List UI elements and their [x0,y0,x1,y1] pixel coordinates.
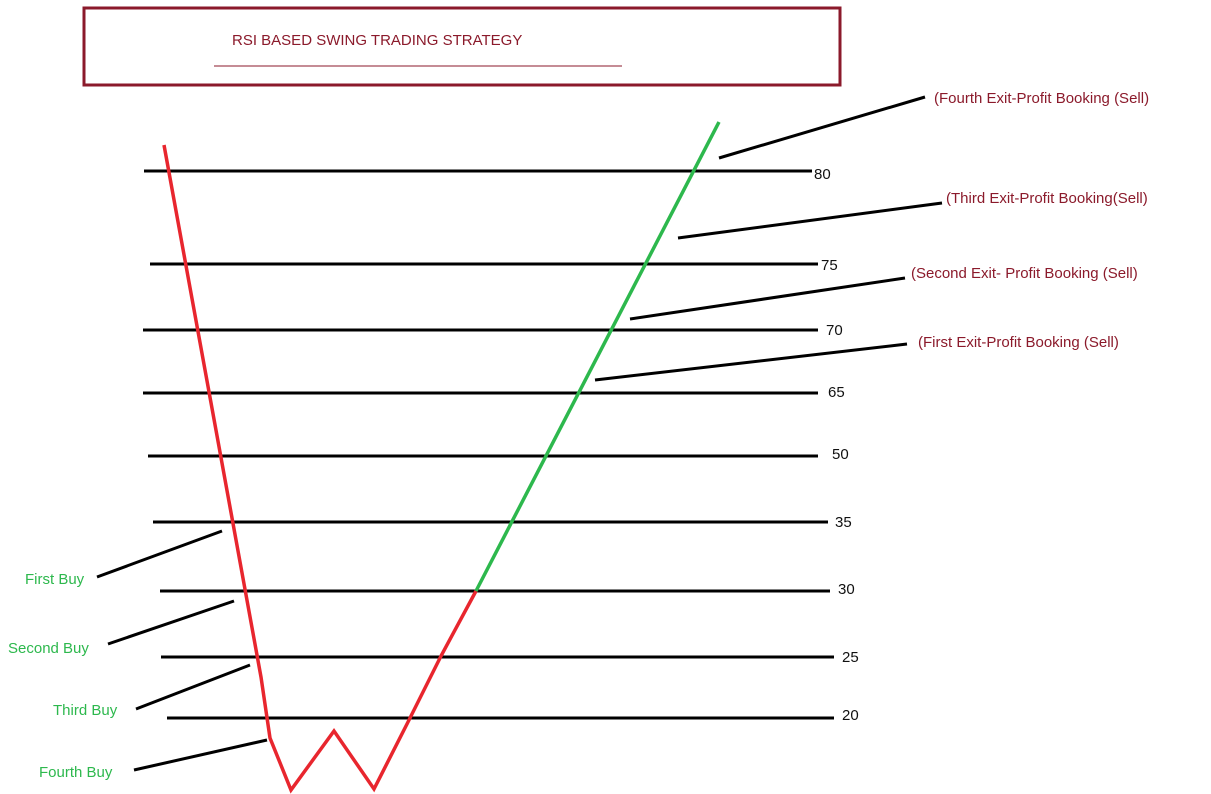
fourth-exit-pointer [718,95,926,160]
second-exit-pointer [629,276,906,321]
third-buy-label: Third Buy [53,702,118,719]
rsi-path [162,121,721,794]
fourth-buy-pointer [133,738,268,772]
level-label-25: 25 [842,649,859,666]
title-box: RSI BASED SWING TRADING STRATEGY [82,6,842,87]
level-label-50: 50 [832,446,849,463]
second-buy-label: Second Buy [8,640,89,657]
level-label-65: 65 [828,384,845,401]
first-buy-label: First Buy [25,571,85,588]
buy-pointers [96,529,268,772]
level-label-35: 35 [835,514,852,531]
rising-rsi-line [474,121,721,592]
level-label-80: 80 [814,166,831,183]
level-label-30: 30 [838,581,855,598]
first-exit-label: (First Exit-Profit Booking (Sell) [918,334,1119,351]
title-border [82,6,842,87]
first-exit-pointer [594,342,908,382]
third-exit-label: (Third Exit-Profit Booking(Sell) [946,190,1148,207]
rsi-levels: 80 75 70 65 50 35 30 25 20 [143,166,859,724]
third-exit-pointer [677,201,943,240]
third-buy-pointer [135,663,251,711]
level-label-75: 75 [821,257,838,274]
level-label-20: 20 [842,707,859,724]
first-buy-pointer [96,529,223,579]
second-buy-pointer [107,599,235,646]
falling-rsi-line [162,144,478,794]
fourth-exit-label: (Fourth Exit-Profit Booking (Sell) [934,90,1149,107]
exit-pointers [594,95,943,382]
fourth-buy-label: Fourth Buy [39,764,113,781]
buy-labels: First Buy Second Buy Third Buy Fourth Bu… [8,571,118,781]
diagram-title: RSI BASED SWING TRADING STRATEGY [232,32,522,49]
second-exit-label: (Second Exit- Profit Booking (Sell) [911,265,1138,282]
exit-labels: (Fourth Exit-Profit Booking (Sell) (Thir… [911,90,1149,351]
level-label-70: 70 [826,322,843,339]
